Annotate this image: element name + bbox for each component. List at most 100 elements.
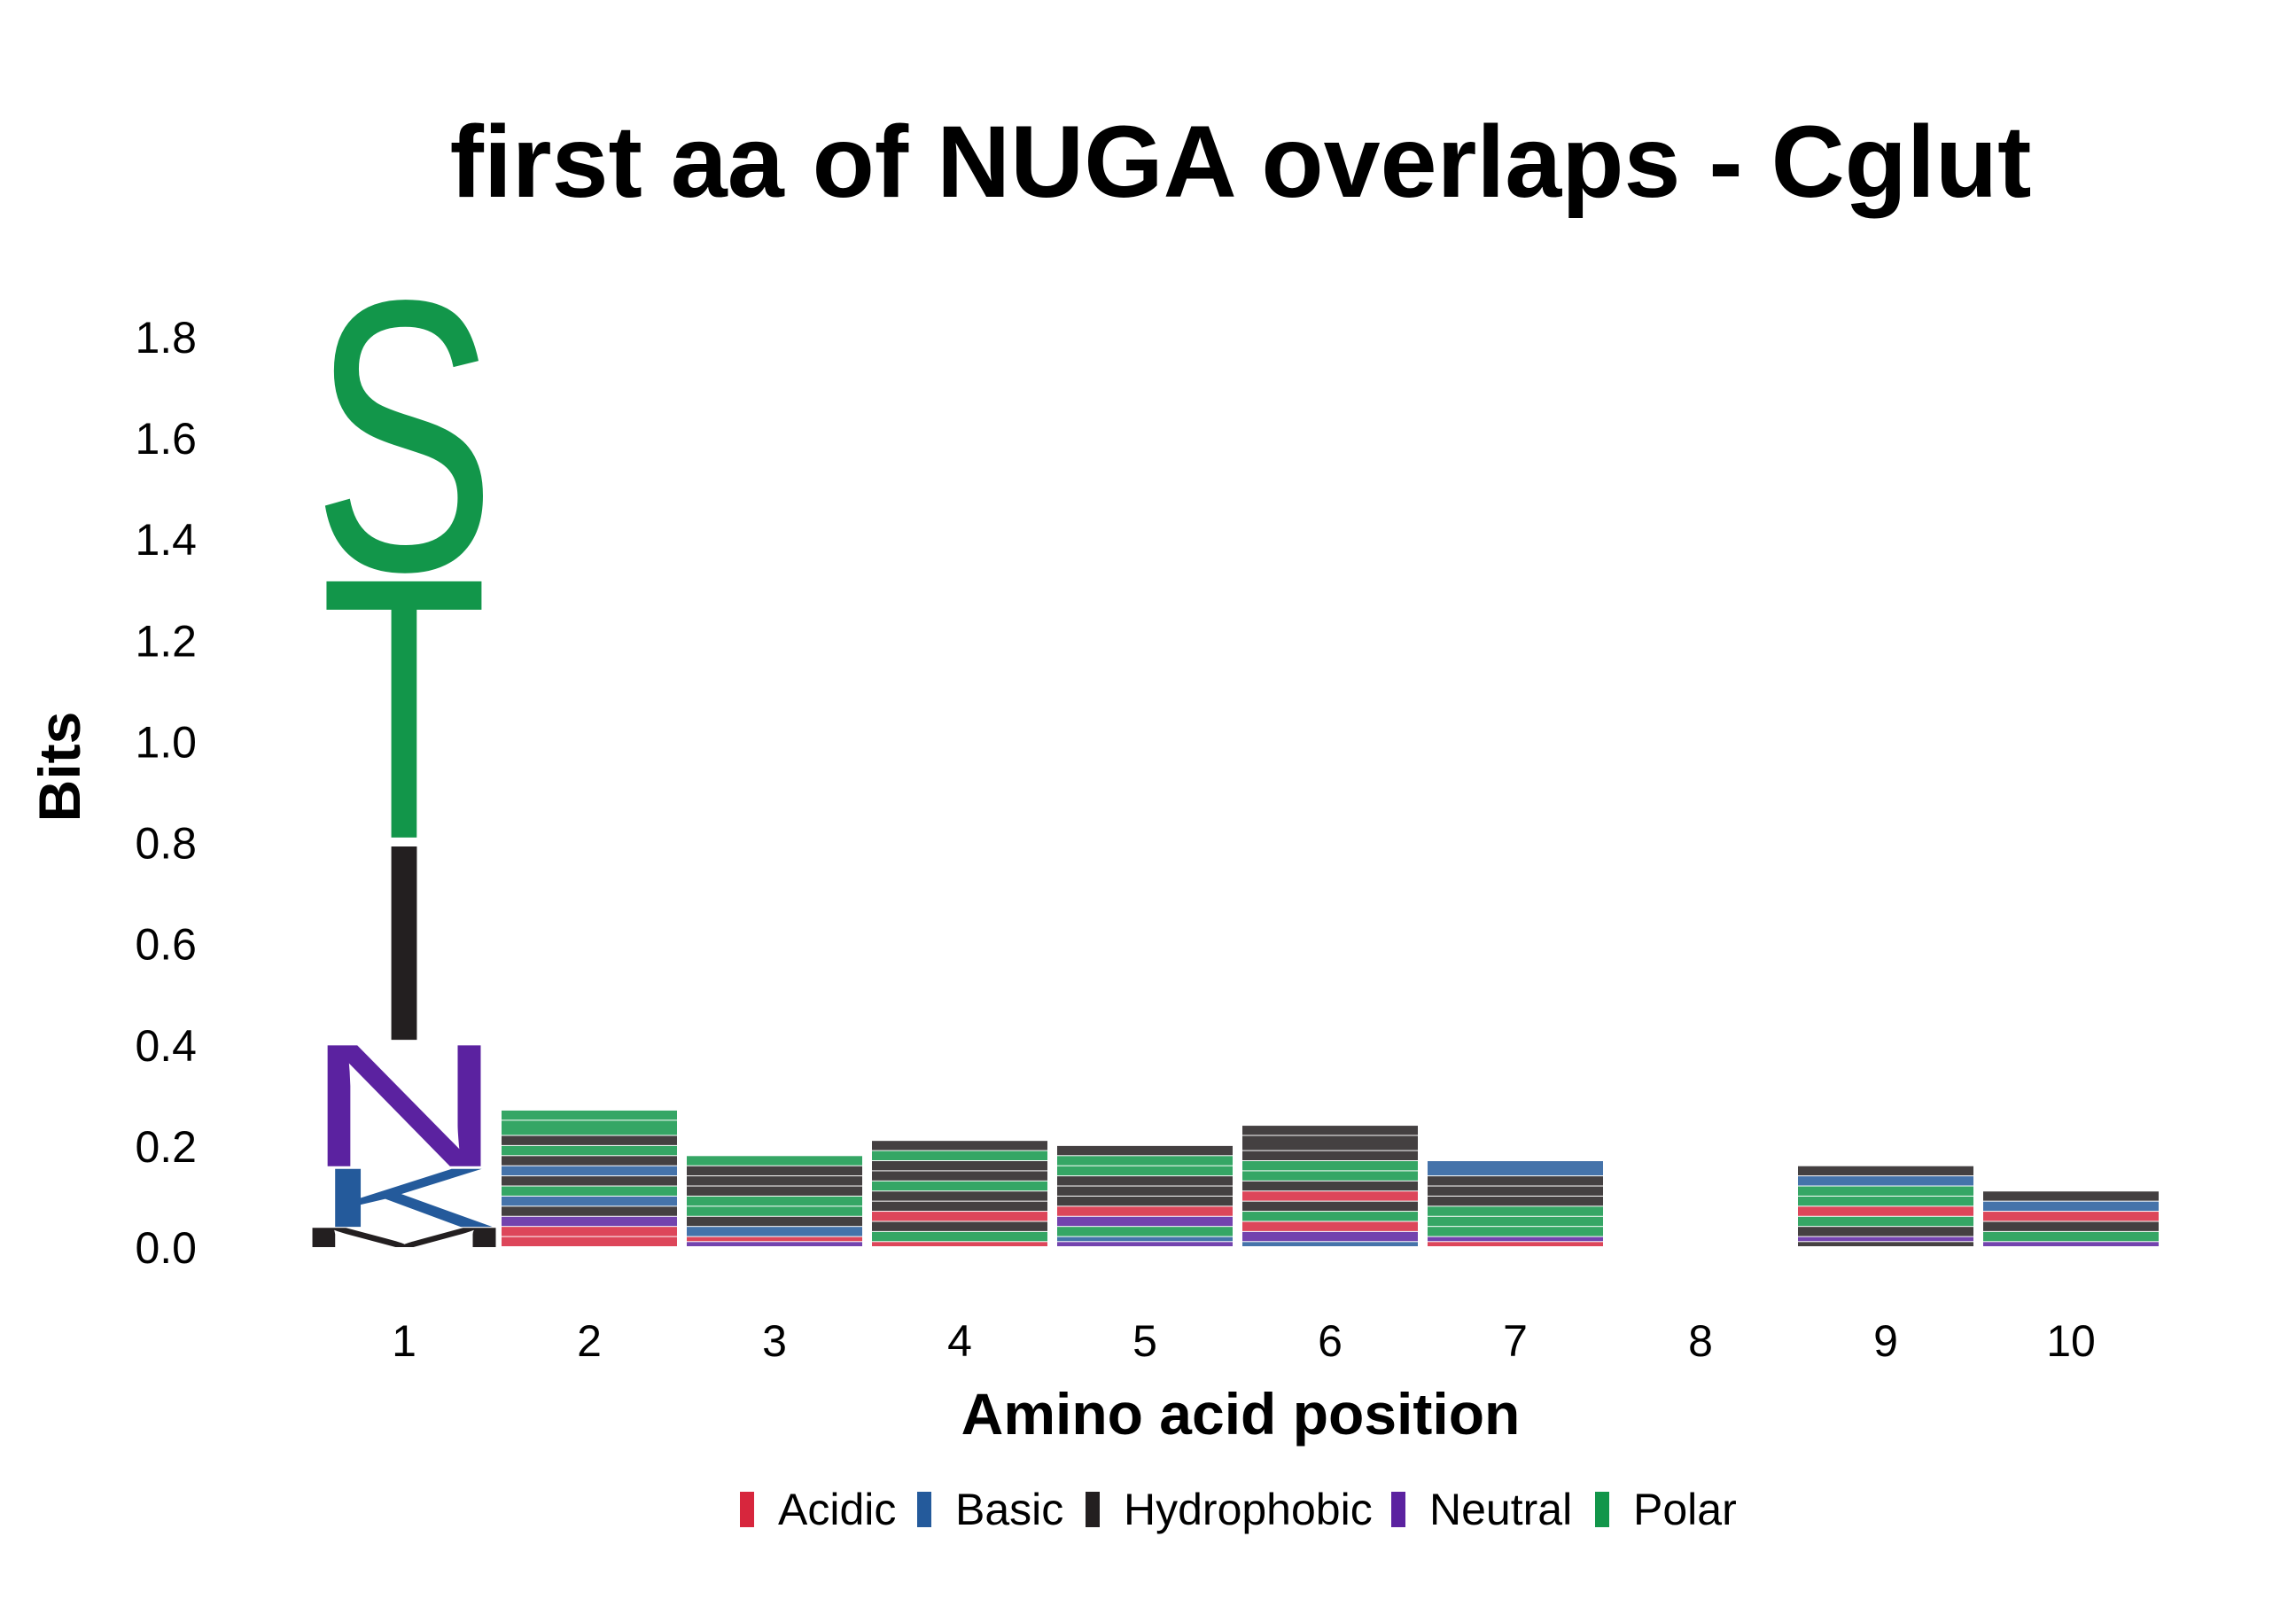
logo-letter: I <box>366 786 442 1100</box>
logo-letter <box>502 1196 677 1206</box>
logo-letter-sliver <box>502 1216 677 1227</box>
logo-letter: T <box>321 502 488 917</box>
logo-letter <box>1242 1221 1418 1231</box>
logo-letter <box>1057 1156 1233 1166</box>
legend-label: Basic <box>955 1485 1063 1534</box>
logo-letter <box>1428 1206 1603 1216</box>
logo-letter: M <box>290 1221 518 1252</box>
logo-letter-sliver <box>1242 1212 1418 1221</box>
legend-item: Neutral <box>1391 1485 1572 1534</box>
y-tick-label: 1.6 <box>135 414 197 464</box>
logo-letter-sliver <box>872 1212 1047 1221</box>
logo-letter-sliver <box>1242 1150 1418 1161</box>
logo-letter-sliver <box>687 1227 862 1236</box>
logo-letter-sliver <box>1798 1176 1973 1186</box>
legend-swatch <box>740 1492 754 1527</box>
logo-letter <box>1057 1145 1233 1156</box>
logo-letter-sliver <box>1057 1227 1233 1236</box>
logo-letter-sliver <box>1428 1176 1603 1186</box>
logo-letter <box>687 1236 862 1242</box>
logo-letter <box>502 1186 677 1196</box>
logo-letter-sliver <box>687 1156 862 1166</box>
logo-letter <box>1983 1221 2159 1231</box>
logo-letter <box>872 1221 1047 1231</box>
logo-letter <box>1428 1196 1603 1206</box>
legend-label: Polar <box>1633 1485 1737 1534</box>
logo-letter-sliver <box>502 1236 677 1246</box>
logo-letter-sliver <box>687 1242 862 1246</box>
logo-letter <box>1798 1227 1973 1236</box>
logo-letter <box>1983 1231 2159 1242</box>
x-tick-label: 8 <box>1688 1316 1713 1366</box>
legend-swatch <box>1391 1492 1405 1527</box>
logo-letter <box>687 1176 862 1186</box>
logo-letter <box>502 1156 677 1166</box>
logo-letter-sliver <box>1428 1242 1603 1246</box>
logo-letter <box>1057 1227 1233 1236</box>
logo-letter-sliver <box>1798 1236 1973 1242</box>
logo-letter <box>687 1216 862 1227</box>
logo-letter <box>872 1231 1047 1242</box>
logo-letter-glyph: N <box>305 1008 502 1204</box>
logo-letter <box>502 1110 677 1120</box>
logo-letter <box>1242 1171 1418 1181</box>
logo-letter-sliver <box>1798 1196 1973 1206</box>
logo-letter-sliver <box>872 1150 1047 1161</box>
logo-letter-sliver <box>1983 1242 2159 1246</box>
logo-letter <box>1057 1242 1233 1246</box>
y-tick-label: 0.0 <box>135 1223 197 1273</box>
logo-letter-glyph: K <box>313 1151 495 1245</box>
logo-letter <box>1057 1206 1233 1216</box>
legend-item: Hydrophobic <box>1086 1485 1373 1534</box>
logo-letter <box>1057 1196 1233 1206</box>
logo-letter-glyph: S <box>313 221 495 652</box>
logo-letter-sliver <box>502 1145 677 1156</box>
logo-letter <box>1242 1212 1418 1221</box>
logo-letter <box>1242 1161 1418 1171</box>
logo-letter-sliver <box>502 1206 677 1216</box>
logo-letter <box>1428 1236 1603 1242</box>
y-tick-label: 1.2 <box>135 616 197 666</box>
logo-letter-sliver <box>1242 1242 1418 1246</box>
logo-letter-sliver <box>502 1110 677 1120</box>
logo-letter-sliver <box>502 1196 677 1206</box>
logo-letter-sliver <box>872 1181 1047 1191</box>
logo-letter-sliver <box>687 1186 862 1196</box>
logo-letter-glyph: T <box>321 502 488 917</box>
logo-letter <box>687 1206 862 1216</box>
logo-letter <box>872 1161 1047 1171</box>
logo-letter <box>502 1120 677 1135</box>
logo-letter-sliver <box>1428 1216 1603 1227</box>
y-tick-label: 0.2 <box>135 1122 197 1172</box>
logo-letter-sliver <box>1057 1242 1233 1246</box>
logo-letter <box>872 1191 1047 1201</box>
logo-letter-sliver <box>1057 1206 1233 1216</box>
logo-letter-sliver <box>872 1242 1047 1246</box>
logo-letter-sliver <box>1242 1161 1418 1171</box>
logo-letter-sliver <box>1242 1126 1418 1135</box>
logo-letter <box>502 1227 677 1236</box>
logo-letter-sliver <box>1242 1201 1418 1212</box>
x-tick-label: 6 <box>1318 1316 1343 1366</box>
logo-letter <box>1242 1150 1418 1161</box>
logo-letter <box>1428 1161 1603 1176</box>
y-tick-label: 0.6 <box>135 920 197 970</box>
logo-letter-sliver <box>1428 1236 1603 1242</box>
x-axis-ticks: 1 2 3 4 5 6 7 8 9 10 <box>392 1316 2096 1366</box>
logo-letter-sliver <box>1798 1206 1973 1216</box>
logo-letter <box>1242 1126 1418 1135</box>
logo-letter <box>1798 1216 1973 1227</box>
logo-letter-sliver <box>687 1196 862 1206</box>
logo-letter-sliver <box>1798 1186 1973 1196</box>
logo-letter <box>1242 1231 1418 1242</box>
logo-letter <box>1428 1242 1603 1246</box>
logo-letter-sliver <box>1057 1196 1233 1206</box>
logo-letter <box>1057 1176 1233 1186</box>
logo-letter <box>502 1236 677 1246</box>
logo-letter-sliver <box>1242 1135 1418 1150</box>
logo-letter-sliver <box>872 1141 1047 1150</box>
logo-letter-sliver <box>1242 1191 1418 1201</box>
logo-letter <box>872 1141 1047 1150</box>
y-tick-label: 0.4 <box>135 1021 197 1071</box>
